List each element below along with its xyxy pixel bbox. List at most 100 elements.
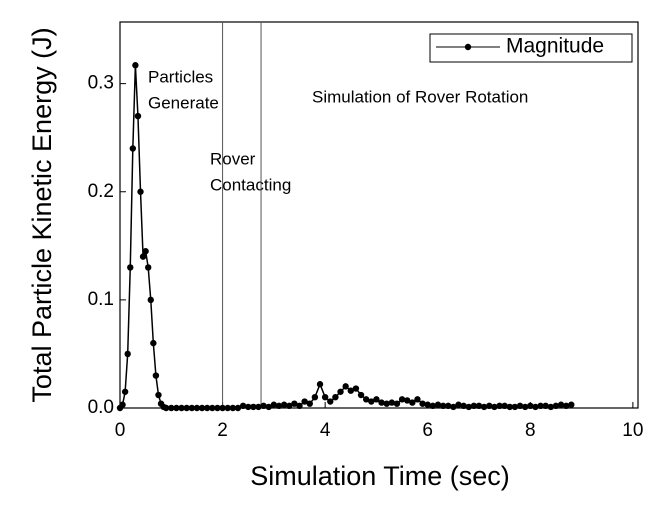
y-tick-label: 0.1 <box>88 289 114 310</box>
data-point <box>127 264 134 271</box>
y-axis-label: Total Particle Kinetic Energy (J) <box>27 27 57 402</box>
data-point <box>168 404 175 412</box>
data-point <box>155 391 162 399</box>
annotation: Particles <box>148 67 213 86</box>
data-point <box>378 399 385 406</box>
x-tick-label: 0 <box>115 420 126 441</box>
data-point <box>150 339 157 347</box>
data-point <box>137 188 144 195</box>
data-point <box>129 145 137 152</box>
legend-marker <box>464 43 472 51</box>
data-point <box>162 404 170 412</box>
data-point <box>203 404 211 412</box>
data-point <box>145 264 152 271</box>
x-tick-label: 8 <box>525 420 536 441</box>
data-point <box>229 404 237 412</box>
data-point <box>132 62 139 69</box>
annotation: Rover <box>210 149 256 168</box>
data-point <box>388 399 396 406</box>
data-point <box>316 381 324 388</box>
data-point <box>547 403 555 411</box>
data-point <box>291 400 298 407</box>
data-point <box>234 404 242 412</box>
data-point <box>183 404 190 412</box>
data-point <box>557 401 565 408</box>
data-point <box>245 403 252 411</box>
data-point <box>255 403 262 411</box>
data-point <box>275 402 283 410</box>
data-point <box>450 403 457 411</box>
data-point <box>342 383 349 390</box>
data-point <box>209 404 216 412</box>
data-point <box>496 402 503 410</box>
data-point <box>224 404 231 412</box>
data-point <box>357 391 365 399</box>
data-point <box>270 401 278 408</box>
legend-box <box>429 33 633 63</box>
x-axis-label: Simulation Time (sec) <box>250 461 510 491</box>
data-point <box>139 253 147 260</box>
data-point <box>537 402 544 410</box>
y-tick-label: 0.3 <box>88 73 114 94</box>
data-point <box>480 403 488 411</box>
data-point <box>119 401 126 408</box>
data-point <box>260 402 267 410</box>
data-point <box>373 396 380 403</box>
data-point <box>147 296 154 304</box>
data-point <box>265 403 272 411</box>
data-point <box>542 402 549 410</box>
series-line <box>119 65 572 409</box>
data-point <box>347 387 354 394</box>
data-point <box>286 402 293 410</box>
data-point <box>173 404 180 412</box>
data-point <box>124 350 131 358</box>
data-point <box>460 402 467 410</box>
data-point <box>409 399 416 406</box>
data-point <box>219 404 226 412</box>
data-point <box>434 401 442 408</box>
annotation: Simulation of Rover Rotation <box>312 87 528 106</box>
data-point <box>521 403 529 411</box>
data-point <box>568 401 575 408</box>
data-point <box>352 385 360 392</box>
data-point <box>527 402 534 410</box>
data-point <box>414 396 421 403</box>
data-point <box>362 396 370 403</box>
data-point <box>193 404 201 412</box>
x-tick-label: 4 <box>320 420 331 441</box>
data-point <box>337 388 344 395</box>
x-tick-label: 6 <box>422 420 433 441</box>
data-point <box>470 402 478 410</box>
data-point <box>134 112 142 120</box>
data-point <box>455 401 462 408</box>
data-point <box>332 393 339 401</box>
data-point <box>445 402 452 410</box>
data-point <box>142 248 149 255</box>
data-point <box>198 404 206 412</box>
data-point <box>152 372 160 379</box>
data-point <box>121 388 129 395</box>
data-point <box>327 398 334 405</box>
annotation: Contacting <box>210 175 291 194</box>
data-point <box>424 401 431 408</box>
data-point <box>506 403 513 411</box>
data-point <box>475 402 483 410</box>
plot-frame <box>119 21 639 409</box>
data-point <box>214 404 221 412</box>
data-point <box>188 404 196 412</box>
data-point <box>532 403 539 411</box>
data-point <box>501 402 508 410</box>
data-point <box>368 398 375 405</box>
data-point <box>465 403 472 411</box>
data-point <box>178 404 185 412</box>
data-point <box>419 400 426 407</box>
y-tick-label: 0.2 <box>88 181 114 202</box>
data-point <box>239 402 247 410</box>
x-tick-label: 2 <box>217 420 228 441</box>
legend-label: Magnitude <box>506 35 604 58</box>
data-point <box>404 397 411 404</box>
data-point <box>296 402 303 410</box>
data-point <box>321 393 329 401</box>
annotation: Generate <box>148 93 219 112</box>
